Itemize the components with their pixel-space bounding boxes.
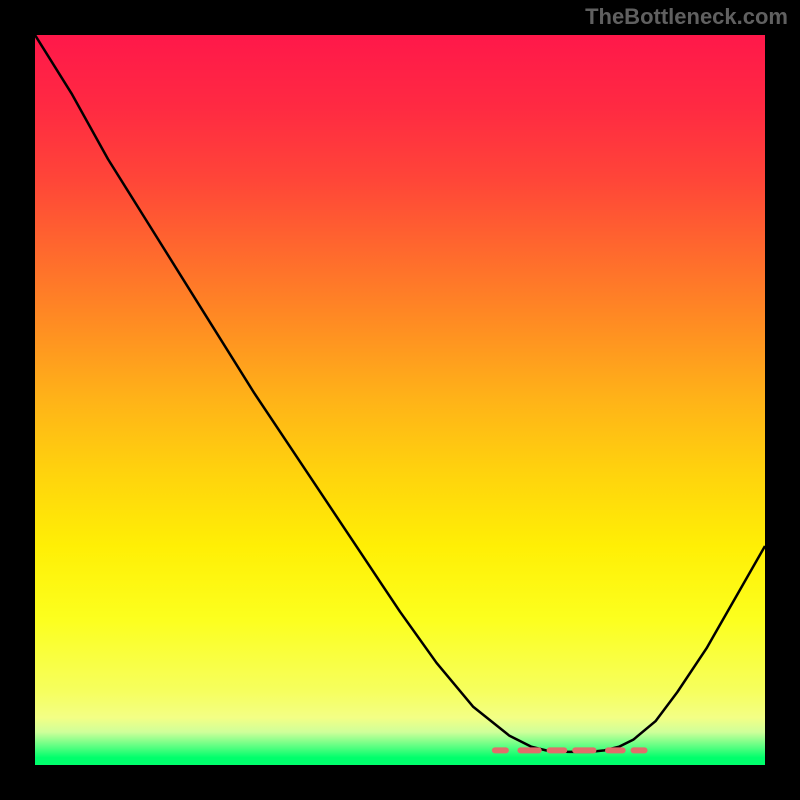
gradient-background	[35, 35, 765, 765]
plot-area	[35, 35, 765, 765]
chart-container: TheBottleneck.com	[0, 0, 800, 800]
watermark-text: TheBottleneck.com	[585, 4, 788, 30]
chart-svg	[35, 35, 765, 765]
